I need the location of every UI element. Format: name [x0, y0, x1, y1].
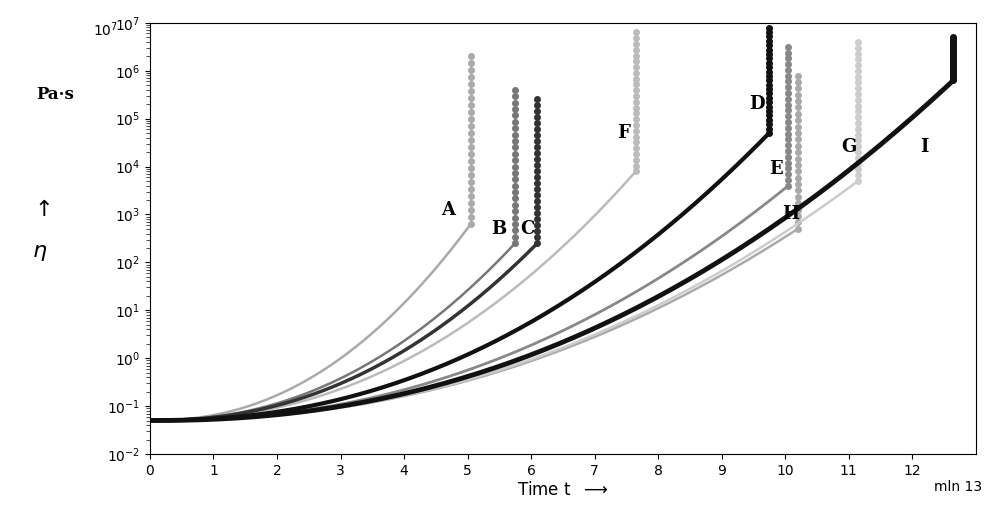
Text: $\uparrow$: $\uparrow$ — [30, 199, 50, 220]
Text: Pa·s: Pa·s — [36, 86, 74, 103]
Text: $\eta$: $\eta$ — [32, 241, 48, 263]
Text: A: A — [441, 201, 455, 219]
Text: G: G — [841, 138, 856, 156]
Text: E: E — [769, 160, 782, 178]
Text: I: I — [921, 138, 929, 156]
Text: B: B — [492, 220, 507, 238]
Text: H: H — [782, 205, 799, 223]
Text: D: D — [749, 95, 764, 113]
X-axis label: Time t  $\longrightarrow$: Time t $\longrightarrow$ — [517, 481, 609, 498]
Text: F: F — [617, 124, 630, 142]
Text: $10^7$: $10^7$ — [93, 20, 118, 39]
Text: mln 13: mln 13 — [934, 481, 982, 494]
Text: C: C — [521, 220, 535, 238]
